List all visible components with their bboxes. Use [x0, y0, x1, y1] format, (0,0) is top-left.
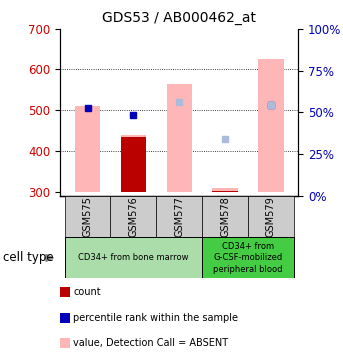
Text: GSM577: GSM577 [174, 196, 184, 237]
Bar [202, 196, 248, 237]
Text: value, Detection Call = ABSENT: value, Detection Call = ABSENT [73, 338, 228, 348]
Bar [258, 59, 284, 192]
Bar [212, 191, 238, 192]
Text: GSM576: GSM576 [128, 196, 138, 237]
Text: cell type: cell type [3, 251, 54, 265]
Bar [212, 188, 238, 192]
Bar [110, 196, 156, 237]
Bar [121, 135, 146, 192]
Text: CD34+ from
G-CSF-mobilized
peripheral blood: CD34+ from G-CSF-mobilized peripheral bl… [213, 242, 283, 273]
Bar [156, 196, 202, 237]
Bar [202, 237, 294, 278]
Title: GDS53 / AB000462_at: GDS53 / AB000462_at [102, 11, 256, 25]
Text: count: count [73, 287, 101, 297]
Bar [248, 196, 294, 237]
Bar [64, 237, 202, 278]
Text: percentile rank within the sample: percentile rank within the sample [73, 313, 238, 323]
Text: GSM579: GSM579 [266, 196, 276, 237]
Text: CD34+ from bone marrow: CD34+ from bone marrow [78, 253, 189, 262]
Text: GSM575: GSM575 [83, 196, 93, 237]
Bar [75, 106, 100, 192]
Text: GSM578: GSM578 [220, 196, 230, 237]
Bar [64, 196, 110, 237]
Bar [167, 84, 192, 192]
Bar [121, 137, 146, 192]
